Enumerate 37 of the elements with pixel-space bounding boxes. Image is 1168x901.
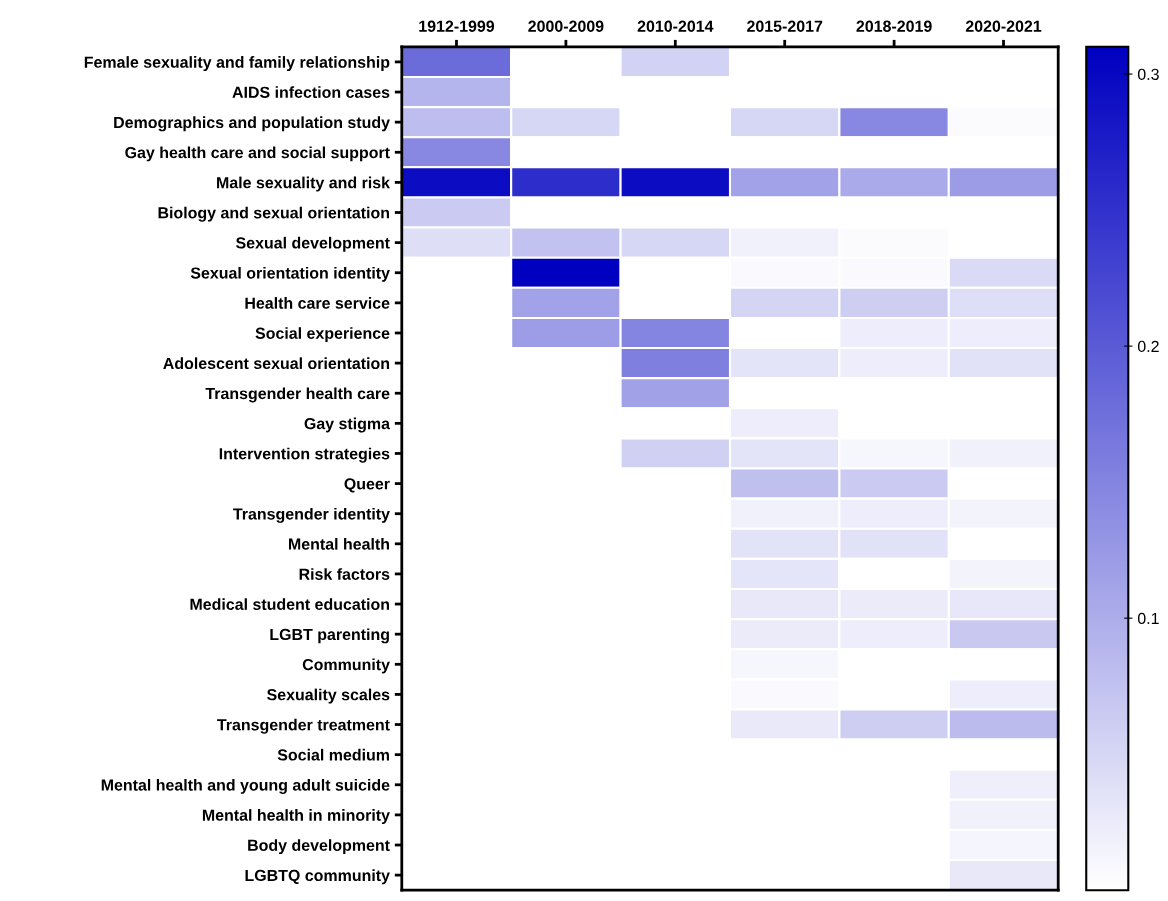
y-tick-label: Gay stigma: [304, 417, 391, 433]
x-tick-label: 2018-2019: [856, 20, 932, 32]
y-tick-label: Sexual development: [236, 236, 390, 252]
x-tick-label: 2000-2009: [528, 20, 604, 32]
color-bar-label: 0.1: [1137, 612, 1159, 625]
y-tick-label: LGBTQ community: [245, 869, 390, 885]
y-tick-label: Sexuality scales: [267, 688, 390, 704]
y-tick-label: LGBT parenting: [270, 628, 389, 644]
y-tick-label: Male sexuality and risk: [217, 176, 391, 192]
color-bar-label: 0.2: [1137, 340, 1159, 353]
y-tick-label: Queer: [344, 478, 390, 493]
y-tick-label: Gay health care and social support: [125, 146, 390, 162]
y-tick-label: Demographics and population study: [114, 116, 390, 132]
y-tick-label: Transgender health care: [205, 387, 390, 403]
y-tick-label: Transgender identity: [233, 507, 390, 523]
y-tick-label: Mental health: [289, 538, 390, 550]
y-tick-label: Female sexuality and family relationship: [84, 56, 390, 72]
y-tick-label: Sexual orientation identity: [190, 266, 390, 282]
x-tick-label: 2010-2014: [637, 20, 714, 32]
color-bar-label: 0.3: [1137, 68, 1159, 80]
y-tick-label: Social medium: [277, 748, 389, 761]
y-tick-label: Biology and sexual orientation: [158, 206, 390, 222]
y-tick-label: Community: [302, 658, 390, 674]
y-tick-label: Medical student education: [190, 598, 390, 610]
y-tick-label: Transgender treatment: [217, 718, 390, 734]
y-tick-label: Social experience: [255, 327, 390, 343]
y-tick-label: AIDS infection cases: [232, 86, 390, 98]
y-tick-label: Body development: [248, 839, 390, 855]
y-tick-label: Adolescent sexual orientation: [163, 357, 390, 370]
x-tick-label: 2020-2021: [965, 20, 1042, 32]
x-tick-label: 1912-1999: [419, 20, 495, 32]
y-tick-label: Risk factors: [299, 568, 390, 580]
y-tick-label: Mental health in minority: [202, 809, 390, 824]
y-tick-label: Health care service: [245, 297, 390, 309]
y-tick-label: Intervention strategies: [219, 447, 390, 463]
x-tick-label: 2015-2017: [747, 20, 823, 32]
y-tick-label: Mental health and young adult suicide: [101, 778, 390, 794]
